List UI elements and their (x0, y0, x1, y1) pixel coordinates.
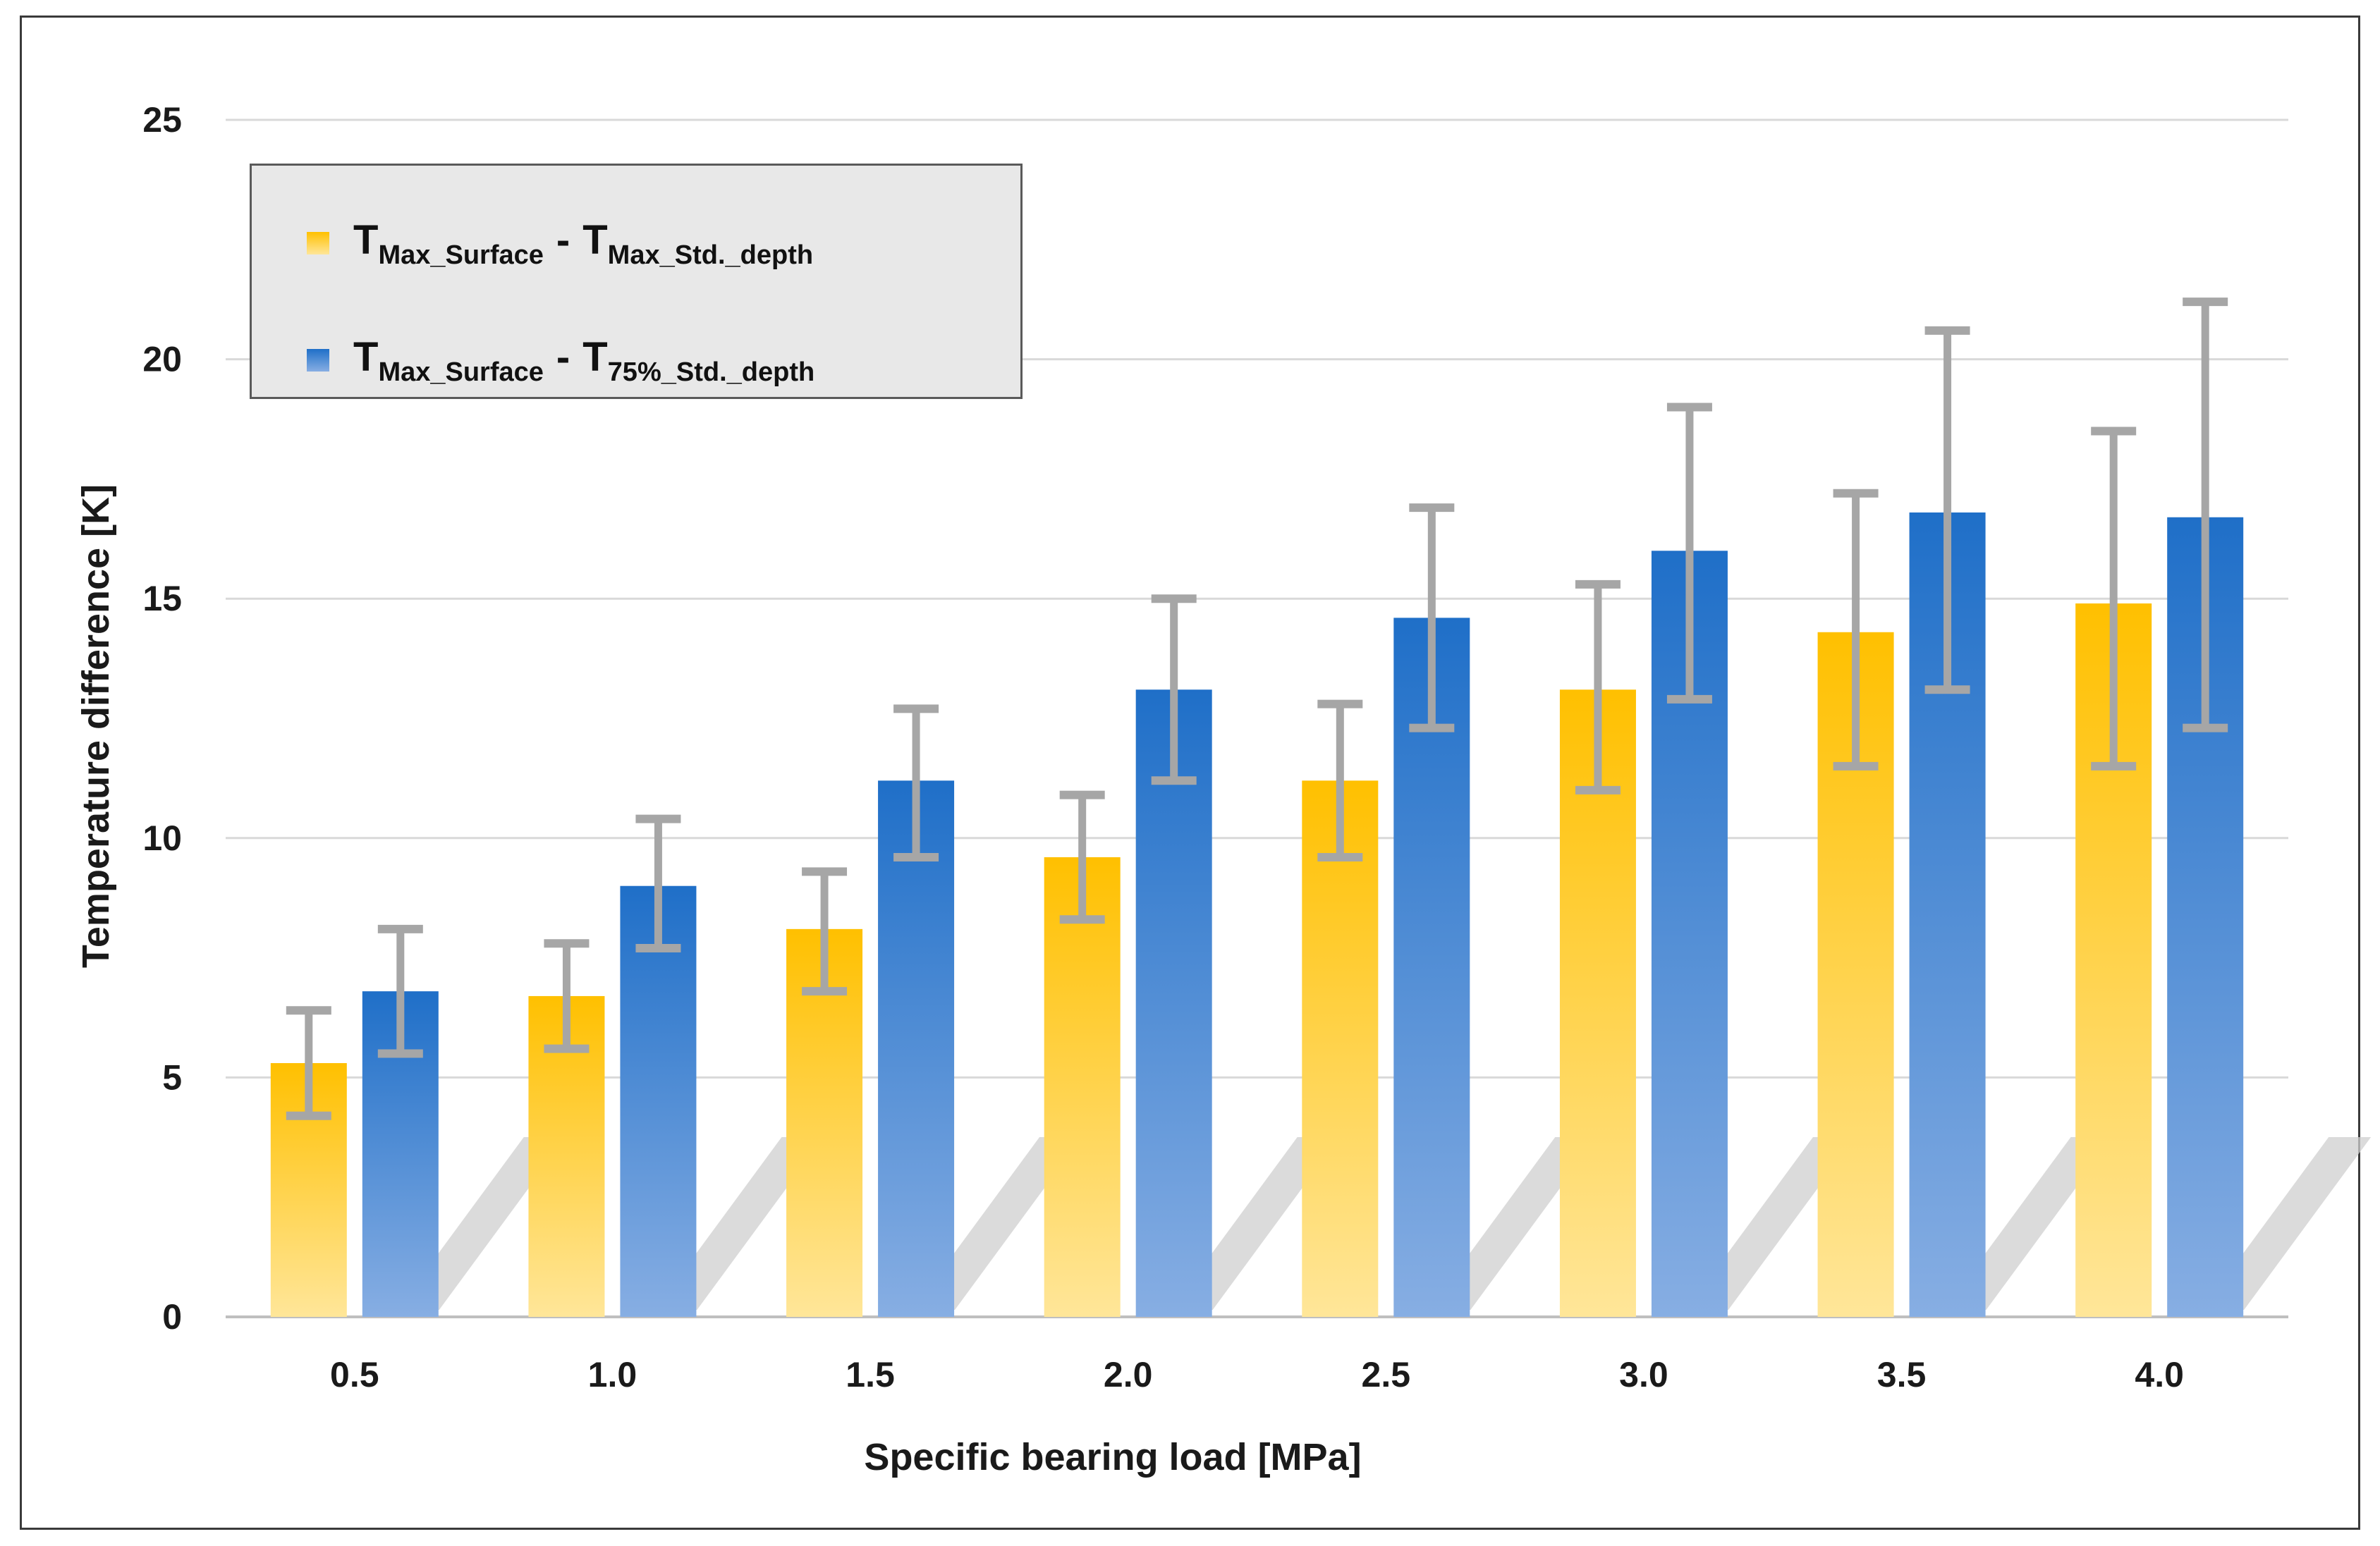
x-tick-label-4.0: 4.0 (2135, 1355, 2184, 1394)
bar-series-2-2.5 (1393, 618, 1470, 1317)
y-axis-title: Temperature difference [K] (75, 484, 117, 968)
legend-label-series-1: TMax_Surface - TMax_Std._depth (353, 216, 814, 270)
legend-item-series-1: TMax_Surface - TMax_Std._depth (307, 215, 813, 271)
legend-label-series-2: TMax_Surface - T75%_Std._depth (353, 333, 815, 387)
y-tick-label-0: 0 (162, 1297, 182, 1337)
x-axis-title: Specific bearing load [MPa] (864, 1436, 1361, 1478)
x-tick-label-1.5: 1.5 (846, 1355, 895, 1394)
y-tick-label-25: 25 (142, 100, 182, 140)
y-tick-label-15: 15 (142, 579, 182, 618)
x-tick-label-3.0: 3.0 (1619, 1355, 1668, 1394)
x-tick-label-3.5: 3.5 (1877, 1355, 1927, 1394)
legend-item-series-2: TMax_Surface - T75%_Std._depth (307, 332, 814, 388)
legend-swatch-series-1 (307, 232, 329, 254)
bar-shadow-4.0 (2202, 1137, 2372, 1310)
legend-swatch-series-2 (307, 349, 329, 372)
bar-shadow-1.0 (654, 1137, 824, 1310)
x-tick-label-0.5: 0.5 (330, 1355, 379, 1394)
bar-shadow-3.5 (1943, 1137, 2113, 1310)
x-tick-label-2.5: 2.5 (1362, 1355, 1411, 1394)
y-axis-ticks: 0 5 10 15 20 25 (142, 100, 182, 1337)
x-tick-label-1.0: 1.0 (588, 1355, 637, 1394)
x-tick-label-2.0: 2.0 (1104, 1355, 1153, 1394)
bar-series-1-2.0 (1044, 857, 1121, 1317)
y-tick-label-10: 10 (142, 818, 182, 858)
y-tick-label-20: 20 (142, 340, 182, 379)
legend: TMax_Surface - TMax_Std._depth TMax_Surfac… (250, 164, 1023, 399)
bars (270, 512, 2244, 1317)
x-axis-ticks: 0.5 1.0 1.5 2.0 2.5 3.0 3.5 4.0 (330, 1355, 2184, 1394)
bar-series-2-2.0 (1135, 689, 1212, 1317)
error-bars (286, 297, 2228, 1120)
bar-series-2-1.0 (620, 885, 697, 1317)
bar-shadows (396, 1137, 2372, 1310)
y-tick-label-5: 5 (162, 1057, 182, 1097)
bar-shadow-1.5 (913, 1137, 1082, 1310)
bar-series-2-1.5 (878, 780, 955, 1317)
bar-series-1-2.5 (1302, 780, 1379, 1317)
bar-shadow-2.5 (1428, 1137, 1598, 1310)
bar-shadow-0.5 (396, 1137, 566, 1310)
bar-shadow-3.0 (1685, 1137, 1855, 1310)
bar-shadow-2.0 (1170, 1137, 1340, 1310)
